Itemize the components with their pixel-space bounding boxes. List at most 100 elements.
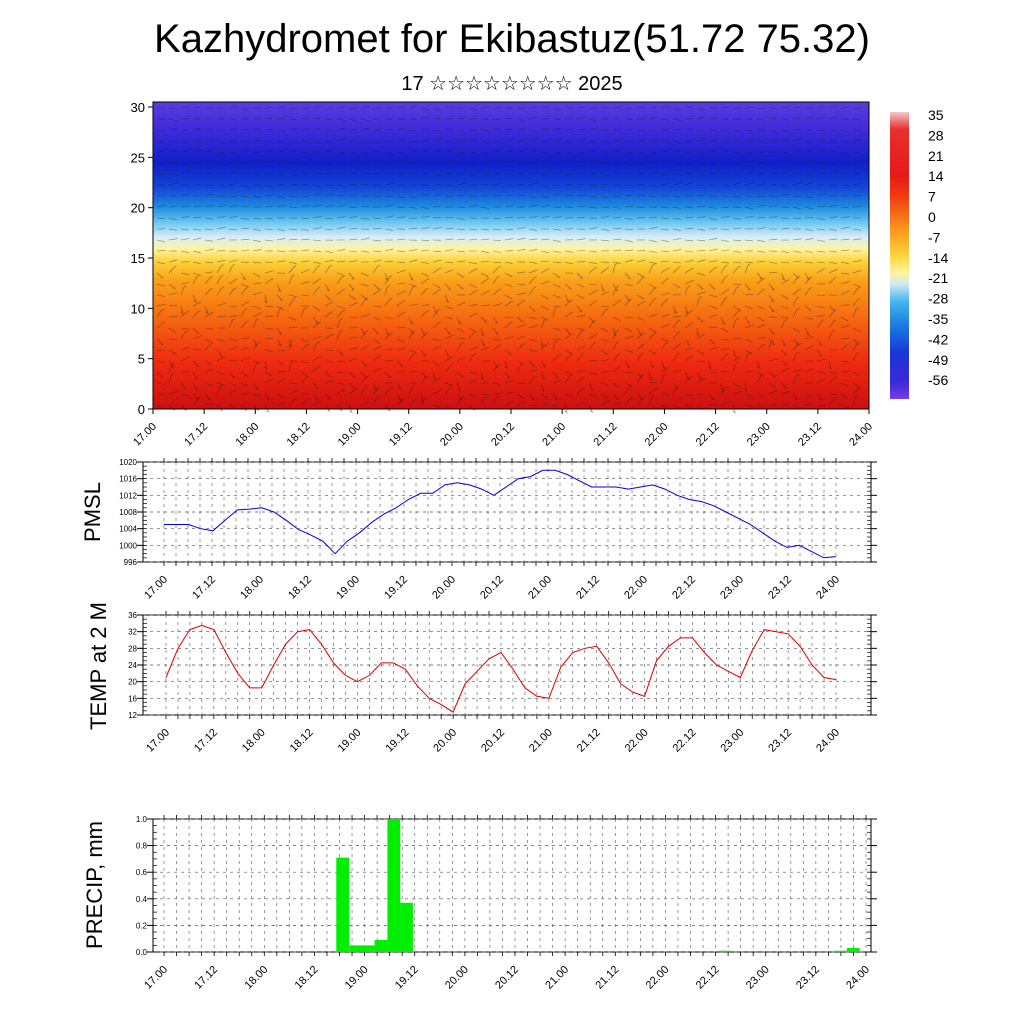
temperature-wind-cross-section: 0 5 10 15 20 25 30 17.00 17.12 18.00 18.12 19.00 19…	[131, 100, 876, 449]
colorbar-scale	[890, 112, 909, 399]
x-tick-label: 22.12	[694, 964, 722, 992]
colorbar-label: -35	[928, 311, 948, 327]
precip-bar	[719, 950, 732, 952]
y-tick-label: 32	[128, 628, 137, 637]
y-tick-label: 1004	[119, 525, 137, 534]
heatmap-x-tick-label: 19.12	[387, 421, 415, 449]
y-tick-label: 1000	[119, 541, 137, 550]
heatmap-x-tick-label: 24.00	[847, 421, 875, 449]
precip-bar	[349, 945, 362, 952]
x-tick-label: 22.00	[623, 727, 651, 755]
x-tick-label: 19.00	[336, 727, 364, 755]
x-tick-label: 22.00	[622, 574, 650, 602]
precip-bar	[336, 857, 350, 952]
y-tick-label: 1.0	[136, 815, 148, 824]
heatmap-y-tick-label: 0	[138, 402, 145, 417]
heatmap-y-tick-label: 30	[131, 100, 145, 115]
x-tick-label: 24.00	[814, 727, 842, 755]
x-tick-label: 21.00	[527, 727, 555, 755]
x-tick-label: 20.00	[443, 964, 471, 992]
x-tick-label: 21.12	[574, 574, 602, 602]
wind-barbs-layer	[156, 105, 862, 414]
colorbar-label: 21	[928, 148, 944, 164]
x-tick-label: 17.00	[142, 964, 170, 992]
chart-title: Kazhydromet for Ekibastuz(51.72 75.32)	[154, 17, 870, 61]
x-tick-label: 21.00	[526, 574, 554, 602]
x-tick-label: 19.00	[334, 574, 362, 602]
y-tick-label: 36	[128, 611, 137, 620]
x-tick-label: 22.00	[644, 964, 672, 992]
x-tick-label: 19.00	[343, 964, 371, 992]
x-tick-label: 17.00	[142, 574, 170, 602]
heatmap-y-tick-label: 15	[131, 251, 145, 266]
heatmap-x-tick-label: 23.00	[745, 421, 773, 449]
temp-2m-chart: TEMP at 2 M 12 16 20 24 28 32 36 17.00 17.12 18.0…	[86, 602, 877, 755]
x-tick-label: 18.00	[242, 964, 270, 992]
series-line	[164, 469, 837, 559]
y-tick-label: 20	[128, 678, 137, 687]
colorbar-label: -28	[928, 291, 948, 307]
heatmap-x-tick-label: 21.00	[540, 421, 568, 449]
x-tick-label: 23.00	[744, 964, 772, 992]
heatmap-y-tick-label: 10	[131, 301, 145, 316]
x-tick-label: 21.12	[593, 964, 621, 992]
x-tick-label: 18.00	[238, 574, 266, 602]
x-tick-label: 23.12	[766, 574, 794, 602]
heatmap-x-tick-label: 17.00	[131, 421, 159, 449]
x-tick-label: 17.12	[192, 727, 220, 755]
heatmap-x-tick-label: 18.00	[233, 421, 261, 449]
pmsl-chart: PMSL 996 1000 1004 1008 1012 1016 1020 17.00 17.…	[80, 458, 877, 602]
heatmap-y-axis: 0 5 10 15 20 25 30	[131, 100, 153, 417]
x-tick-label: 18.12	[293, 964, 321, 992]
heatmap-x-tick-label: 20.12	[489, 421, 517, 449]
x-tick-label: 20.12	[478, 574, 506, 602]
heatmap-x-tick-label: 22.12	[694, 421, 722, 449]
colorbar-label: -49	[928, 352, 948, 368]
series-line	[165, 624, 837, 713]
y-tick-label: 1012	[119, 491, 137, 500]
y-tick-label: 996	[124, 558, 138, 567]
temp-axis-label: TEMP at 2 M	[86, 602, 111, 730]
precip-bar	[846, 948, 860, 952]
precip-bar	[400, 902, 413, 952]
precip-bar	[387, 819, 401, 952]
heatmap-x-tick-label: 23.12	[796, 421, 824, 449]
y-tick-label: 16	[128, 694, 137, 703]
x-tick-label: 19.12	[383, 727, 411, 755]
x-tick-label: 22.12	[671, 727, 699, 755]
heatmap-x-tick-label: 19.00	[336, 421, 364, 449]
chart-subtitle: 17 ☆☆☆☆☆☆☆☆ 2025	[401, 73, 623, 95]
heatmap-x-tick-label: 17.12	[182, 421, 210, 449]
colorbar-label: -21	[928, 270, 948, 286]
y-tick-label: 12	[128, 711, 137, 720]
heatmap-x-tick-label: 20.00	[438, 421, 466, 449]
x-tick-label: 23.12	[766, 727, 794, 755]
x-tick-label: 19.12	[393, 964, 421, 992]
colorbar: 35 28 21 14 7 0 -7 -14 -21 -28 -35 -42 -49 -56	[890, 107, 948, 399]
colorbar-label: 14	[928, 168, 944, 184]
colorbar-label: 28	[928, 127, 944, 143]
x-tick-label: 21.12	[575, 727, 603, 755]
colorbar-label: 7	[928, 189, 936, 205]
colorbar-label: -42	[928, 331, 948, 347]
x-tick-label: 17.12	[190, 574, 218, 602]
y-tick-label: 0.0	[136, 948, 148, 957]
x-tick-label: 21.00	[543, 964, 571, 992]
y-tick-label: 0.2	[136, 921, 148, 930]
precip-bar	[374, 940, 388, 952]
y-tick-label: 0.4	[136, 895, 148, 904]
y-tick-label: 24	[128, 661, 137, 670]
heatmap-x-tick-label: 18.12	[285, 421, 313, 449]
x-tick-label: 20.12	[493, 964, 521, 992]
colorbar-label: 35	[928, 107, 944, 123]
colorbar-labels: 35 28 21 14 7 0 -7 -14 -21 -28 -35 -42 -49 -56	[928, 107, 948, 388]
x-tick-label: 23.00	[718, 727, 746, 755]
wind-barbs	[156, 105, 862, 414]
heatmap-y-tick-label: 20	[131, 201, 145, 216]
x-tick-label: 17.12	[192, 964, 220, 992]
y-tick-label: 0.6	[136, 868, 148, 877]
x-tick-label: 20.12	[479, 727, 507, 755]
x-tick-label: 24.00	[844, 964, 872, 992]
heatmap-field	[153, 102, 869, 409]
